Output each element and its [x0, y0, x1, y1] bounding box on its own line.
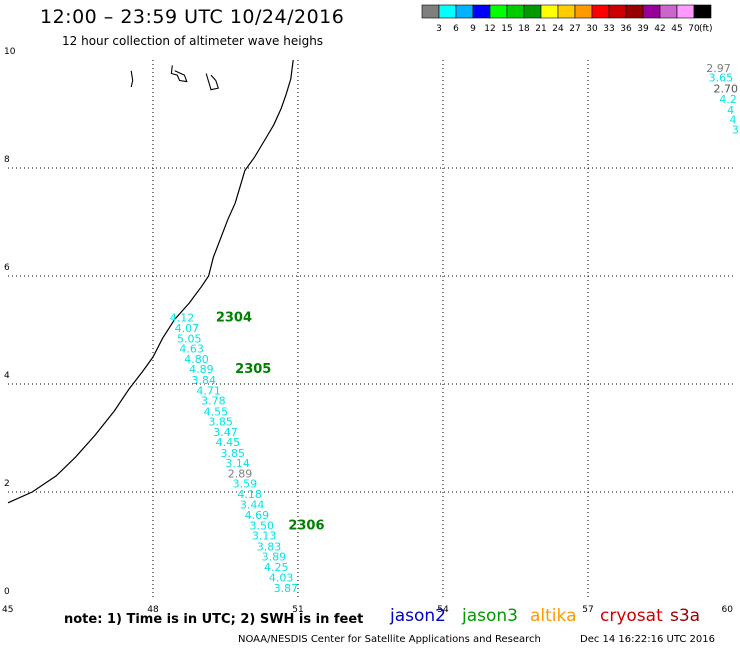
wave-height-label: 3.65 — [709, 72, 734, 85]
satellite-legend-jason3: jason3 — [462, 606, 518, 626]
x-tick-label: 51 — [292, 605, 303, 615]
colorbar-tick-label: 9 — [470, 24, 476, 34]
y-tick-label: 4 — [4, 371, 10, 381]
wave-height-label: 4.80 — [184, 353, 209, 366]
wave-height-label: 4.55 — [204, 405, 229, 418]
wave-height-label: 2.97 — [706, 62, 731, 75]
generated-timestamp: Dec 14 16:22:16 UTC 2016 — [580, 634, 715, 645]
wave-height-label: 4.12 — [170, 311, 195, 324]
pass-time-label: 2304 — [216, 310, 252, 325]
satellite-legend-altika: altika — [530, 606, 577, 626]
wave-height-label: 4.71 — [196, 384, 221, 397]
island-outline — [130, 70, 134, 88]
wave-height-label: 4.89 — [189, 363, 214, 376]
chart-title: 12:00 – 23:59 UTC 10/24/2016 — [40, 6, 345, 28]
colorbar-tick-label: 70 — [688, 24, 700, 34]
wave-height-label: 3.83 — [257, 540, 282, 553]
wave-height-label: 4.18 — [237, 488, 262, 501]
colorbar-tick-label: 3 — [436, 24, 442, 34]
wave-height-label: 3.85 — [208, 416, 233, 429]
wave-height-label: 2.89 — [228, 467, 253, 480]
colorbar-tick-label: 21 — [535, 24, 546, 34]
colorbar-swatch — [693, 4, 712, 19]
coastline — [7, 59, 294, 504]
colorbar-unit: (ft) — [699, 24, 713, 34]
wave-height-label: 4.25 — [264, 561, 289, 574]
footnote: note: 1) Time is in UTC; 2) SWH is in fe… — [64, 612, 364, 627]
grid — [8, 60, 733, 600]
wave-height-label: 3.14 — [225, 457, 250, 470]
wave-height-label: 4 — [730, 114, 737, 127]
wave-height-label: 3.85 — [221, 447, 246, 460]
satellite-legend-s3a: s3a — [670, 606, 701, 626]
island-outline — [170, 65, 188, 83]
x-tick-label: 48 — [147, 605, 159, 615]
y-tick-label: 0 — [4, 587, 10, 597]
x-tick-label: 45 — [2, 605, 13, 615]
colorbar-tick-label: 24 — [552, 24, 564, 34]
colorbar-tick-label: 27 — [569, 24, 580, 34]
satellite-legend-cryosat: cryosat — [600, 606, 663, 626]
island-outline — [205, 73, 220, 91]
credit-line: NOAA/NESDIS Center for Satellite Applica… — [238, 634, 541, 645]
chart-subtitle: 12 hour collection of altimeter wave hei… — [62, 34, 324, 48]
colorbar-tick-label: 15 — [501, 24, 512, 34]
pass-time-label: 2305 — [235, 362, 271, 377]
colorbar-tick-label: 36 — [620, 24, 632, 34]
x-tick-label: 57 — [582, 605, 593, 615]
wave-height-label: 3.78 — [201, 395, 226, 408]
wave-height-label: 4.45 — [216, 436, 241, 449]
wave-height-label: 3.47 — [213, 426, 238, 439]
colorbar-tick-label: 12 — [484, 24, 495, 34]
wave-height-label: 3.84 — [192, 374, 217, 387]
pass-time-label: 2306 — [288, 518, 324, 533]
wave-height-label: 4.69 — [245, 509, 270, 522]
x-tick-label: 60 — [722, 605, 734, 615]
wave-height-label: 3.87 — [274, 582, 299, 595]
wave-height-label: 3.89 — [262, 551, 287, 564]
satellite-legend-jason2: jason2 — [390, 606, 446, 626]
wave-height-label: 4.2 — [719, 93, 737, 106]
colorbar-tick-label: 30 — [586, 24, 598, 34]
wave-height-label: 4.03 — [269, 572, 294, 585]
y-tick-label: 2 — [4, 479, 10, 489]
colorbar-tick-label: 33 — [603, 24, 614, 34]
colorbar-legend: 3 6 9 12 15 18 21 24 27 30 33 36 39 42 45 70 (ft) — [421, 4, 713, 34]
wave-height-label: 4 — [727, 104, 734, 117]
wave-height-label: 3.44 — [240, 499, 265, 512]
colorbar-tick-label: 39 — [637, 24, 649, 34]
colorbar-tick-label: 18 — [518, 24, 530, 34]
y-tick-label: 8 — [4, 155, 10, 165]
y-tick-label: 6 — [4, 263, 10, 273]
y-tick-label: 10 — [4, 47, 16, 57]
colorbar-tick-label: 42 — [654, 24, 665, 34]
wave-height-label: 3.50 — [250, 519, 275, 532]
wave-height-label: 4.07 — [175, 322, 200, 335]
colorbar-tick-label: 6 — [453, 24, 459, 34]
wave-height-label: 3.13 — [252, 530, 277, 543]
wave-height-label: 4.63 — [179, 343, 204, 356]
wave-height-label: 3 — [732, 123, 739, 136]
colorbar-tick-label: 45 — [671, 24, 682, 34]
x-tick-label: 54 — [437, 605, 449, 615]
wave-height-label: 2.70 — [714, 82, 739, 95]
wave-height-label: 3.59 — [233, 478, 258, 491]
wave-height-label: 5.05 — [177, 332, 202, 345]
